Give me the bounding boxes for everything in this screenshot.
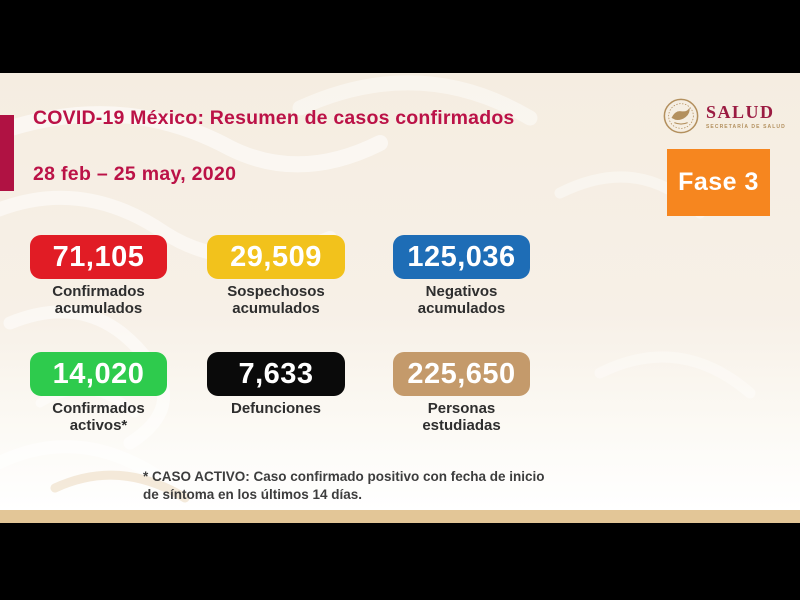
footnote-line-2: de síntoma en los últimos 14 días.	[143, 486, 363, 502]
stat-negativos-acumulados: 125,036 Negativos acumulados	[393, 235, 530, 317]
stat-label: Confirmados acumulados	[52, 283, 145, 317]
stat-label: Negativos acumulados	[417, 283, 506, 317]
phase-badge: Fase 3	[667, 149, 770, 216]
stat-label: Sospechosos acumulados	[227, 283, 325, 317]
stat-value: 7,633	[207, 352, 345, 396]
logo-wordmark: SALUD	[706, 102, 775, 122]
stat-label: Defunciones	[230, 400, 321, 417]
stat-defunciones: 7,633 Defunciones	[207, 352, 345, 418]
slide: COVID-19 México: Resumen de casos confir…	[0, 73, 800, 510]
stat-value: 225,650	[393, 352, 530, 396]
footnote: * CASO ACTIVO: Caso confirmado positivo …	[143, 468, 583, 503]
stat-label: Personas estudiadas	[422, 400, 501, 434]
logo-subtitle: SECRETARÍA DE SALUD	[706, 124, 786, 130]
letterbox-bottom	[0, 523, 800, 600]
page-title: COVID-19 México: Resumen de casos confir…	[33, 107, 515, 129]
stat-label: Confirmados activos*	[52, 400, 145, 434]
footnote-line-1: * CASO ACTIVO: Caso confirmado positivo …	[143, 469, 545, 484]
letterbox-top	[0, 0, 800, 73]
bottom-band	[0, 510, 800, 523]
stat-confirmados-acumulados: 71,105 Confirmados acumulados	[30, 235, 167, 317]
stat-value: 71,105	[30, 235, 167, 279]
salud-logo-text: SALUD SECRETARÍA DE SALUD	[706, 97, 786, 130]
stat-sospechosos-acumulados: 29,509 Sospechosos acumulados	[207, 235, 345, 317]
stat-value: 29,509	[207, 235, 345, 279]
date-range: 28 feb – 25 may, 2020	[33, 163, 237, 185]
accent-bar	[0, 115, 14, 191]
stat-personas-estudiadas: 225,650 Personas estudiadas	[393, 352, 530, 434]
stat-confirmados-activos: 14,020 Confirmados activos*	[30, 352, 167, 434]
salud-seal-icon	[663, 98, 699, 134]
stat-value: 14,020	[30, 352, 167, 396]
salud-logo: SALUD SECRETARÍA DE SALUD	[662, 97, 786, 135]
stat-value: 125,036	[393, 235, 530, 279]
